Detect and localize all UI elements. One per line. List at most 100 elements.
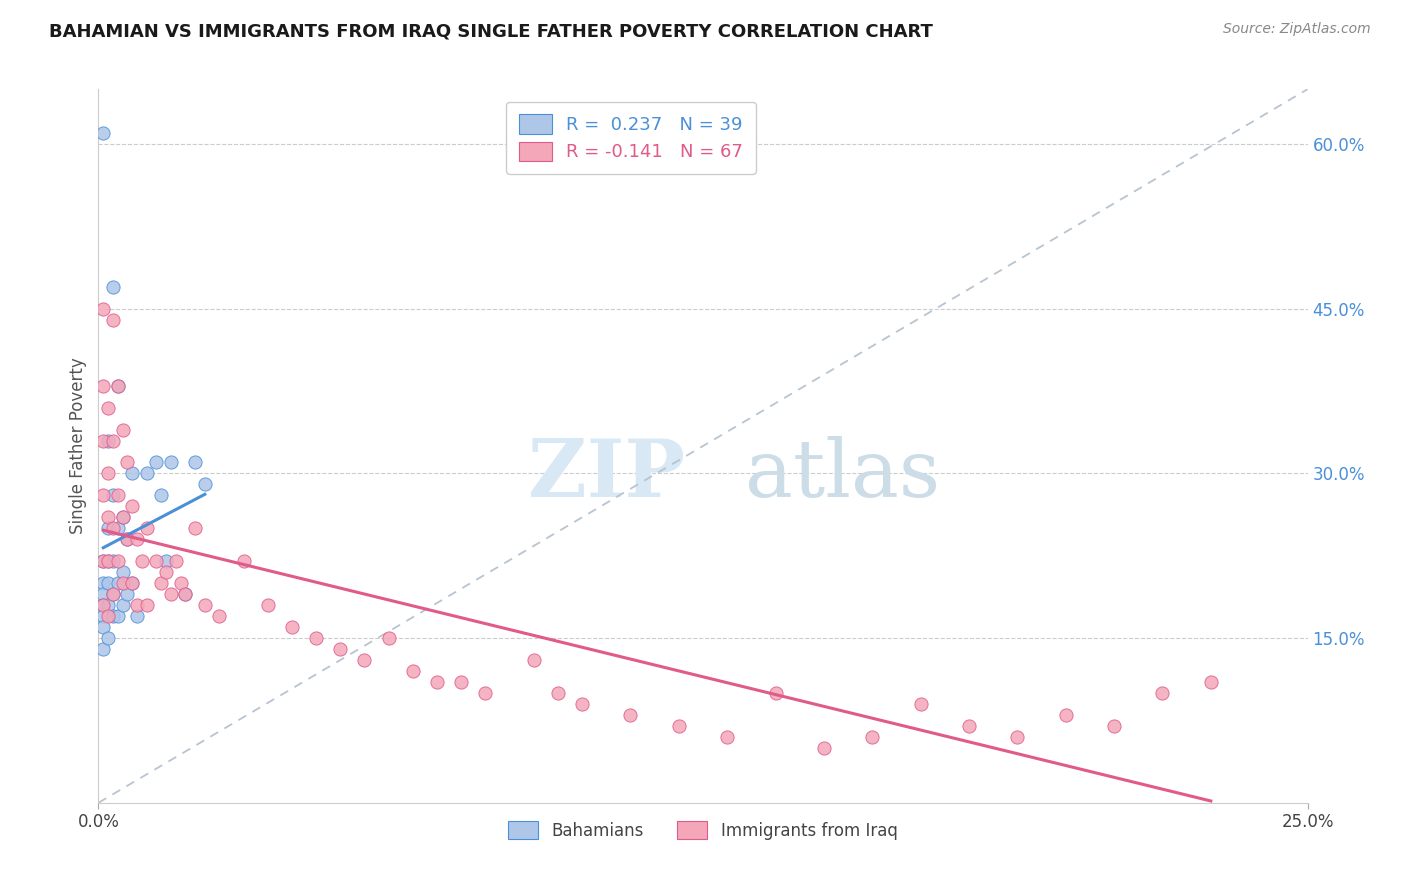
Point [131, 554, 153, 568]
Point [121, 467, 143, 481]
Point [121, 576, 143, 591]
Point [150, 488, 173, 502]
Point [111, 510, 134, 524]
Point [174, 587, 197, 601]
Point [121, 500, 143, 514]
Point [474, 686, 496, 700]
Point [101, 312, 124, 326]
Point [377, 631, 399, 645]
Point [1102, 719, 1125, 733]
Point [155, 566, 177, 580]
Point [111, 598, 134, 612]
Point [716, 730, 738, 744]
Point [91, 587, 114, 601]
Point [101, 587, 124, 601]
Point [107, 378, 129, 392]
Point [91, 301, 114, 316]
Point [450, 675, 472, 690]
Point [1152, 686, 1174, 700]
Point [107, 521, 129, 535]
Point [150, 576, 173, 591]
Point [127, 609, 149, 624]
Point [111, 576, 134, 591]
Point [117, 455, 139, 469]
Point [111, 423, 134, 437]
Point [107, 378, 129, 392]
Point [813, 740, 835, 755]
Point [107, 576, 129, 591]
Point [208, 609, 231, 624]
Point [571, 697, 593, 711]
Point [668, 719, 690, 733]
Point [957, 719, 980, 733]
Point [160, 587, 183, 601]
Point [101, 280, 124, 294]
Point [101, 434, 124, 448]
Point [256, 598, 278, 612]
Text: BAHAMIAN VS IMMIGRANTS FROM IRAQ SINGLE FATHER POVERTY CORRELATION CHART: BAHAMIAN VS IMMIGRANTS FROM IRAQ SINGLE … [49, 22, 934, 40]
Point [91, 554, 114, 568]
Text: ZIP: ZIP [527, 435, 685, 514]
Point [117, 533, 139, 547]
Point [111, 510, 134, 524]
Point [101, 488, 124, 502]
Point [155, 554, 177, 568]
Point [97, 598, 120, 612]
Point [305, 631, 328, 645]
Point [117, 587, 139, 601]
Point [165, 554, 187, 568]
Point [281, 620, 304, 634]
Point [97, 434, 120, 448]
Point [97, 609, 120, 624]
Point [91, 378, 114, 392]
Point [117, 533, 139, 547]
Point [97, 521, 120, 535]
Point [91, 620, 114, 634]
Point [91, 576, 114, 591]
Point [121, 576, 143, 591]
Point [619, 708, 641, 723]
Text: atlas: atlas [745, 435, 941, 514]
Point [523, 653, 546, 667]
Point [101, 587, 124, 601]
Point [1007, 730, 1029, 744]
Point [97, 576, 120, 591]
Point [329, 642, 352, 657]
Point [91, 642, 114, 657]
Text: Source: ZipAtlas.com: Source: ZipAtlas.com [1223, 22, 1371, 37]
Point [127, 598, 149, 612]
Point [910, 697, 932, 711]
Point [174, 587, 197, 601]
Point [194, 598, 217, 612]
Point [135, 521, 157, 535]
Point [91, 598, 114, 612]
Point [1054, 708, 1077, 723]
Point [127, 533, 149, 547]
Point [101, 609, 124, 624]
Point [91, 554, 114, 568]
Point [91, 126, 114, 140]
Point [107, 609, 129, 624]
Point [97, 554, 120, 568]
Point [1199, 675, 1222, 690]
Point [765, 686, 787, 700]
Point [160, 455, 183, 469]
Point [860, 730, 883, 744]
Point [547, 686, 569, 700]
Point [97, 467, 120, 481]
Point [169, 576, 191, 591]
Point [97, 510, 120, 524]
Point [184, 521, 207, 535]
Point [97, 554, 120, 568]
Point [135, 467, 157, 481]
Point [402, 664, 425, 678]
Point [101, 554, 124, 568]
Legend: Bahamians, Immigrants from Iraq: Bahamians, Immigrants from Iraq [501, 813, 905, 848]
Point [232, 554, 254, 568]
Point [107, 554, 129, 568]
Point [101, 521, 124, 535]
Point [353, 653, 375, 667]
Point [111, 566, 134, 580]
Point [426, 675, 449, 690]
Point [91, 488, 114, 502]
